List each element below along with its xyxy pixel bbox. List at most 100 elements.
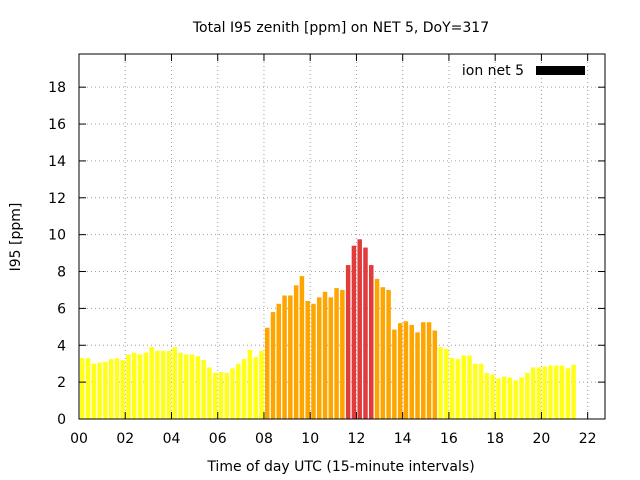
bar <box>293 285 299 419</box>
bar <box>496 378 501 419</box>
y-tick-label: 16 <box>48 117 66 133</box>
chart-title: Total I95 zenith [ppm] on NET 5, DoY=317 <box>192 20 489 36</box>
bar <box>288 295 293 419</box>
bar <box>392 329 397 419</box>
bar <box>189 354 195 419</box>
bar <box>328 297 334 419</box>
bar <box>137 354 143 419</box>
x-tick-label: 10 <box>301 431 319 447</box>
bar <box>369 265 374 419</box>
x-tick-label: 14 <box>394 431 412 447</box>
x-tick-label: 18 <box>486 431 504 447</box>
bar <box>247 349 253 419</box>
bar <box>421 322 426 419</box>
bar <box>172 347 177 419</box>
x-tick-label: 16 <box>440 431 458 447</box>
bar <box>340 289 345 419</box>
y-tick-label: 0 <box>57 412 66 428</box>
bar <box>207 367 212 419</box>
bar <box>311 303 316 419</box>
bar <box>559 365 565 419</box>
y-tick-label: 4 <box>57 338 66 354</box>
bar <box>178 352 183 419</box>
bar <box>467 355 472 419</box>
bar <box>236 363 241 419</box>
bar <box>438 347 443 419</box>
bar <box>415 332 420 419</box>
bar <box>548 365 553 419</box>
bar <box>351 245 357 419</box>
bar <box>571 364 576 419</box>
bars <box>80 239 576 419</box>
bar <box>449 358 455 419</box>
plot-frame <box>78 53 606 420</box>
bar <box>264 327 270 419</box>
bar <box>530 367 536 419</box>
bar <box>149 347 154 419</box>
y-tick-label: 6 <box>57 301 66 317</box>
bar <box>201 360 206 419</box>
bar <box>259 350 264 419</box>
bar <box>542 366 547 419</box>
bar <box>143 352 149 419</box>
bar <box>166 350 172 419</box>
x-axis-label: Time of day UTC (15-minute intervals) <box>206 459 474 475</box>
bar <box>270 312 276 419</box>
x-tick-label: 22 <box>579 431 597 447</box>
ticks <box>78 54 605 420</box>
bar <box>224 372 230 419</box>
bar <box>282 295 287 419</box>
bar <box>536 367 542 419</box>
bar <box>103 361 108 419</box>
bar <box>553 365 559 419</box>
bar <box>241 359 247 419</box>
y-tick-label: 14 <box>48 154 66 170</box>
x-tick-label: 12 <box>348 431 366 447</box>
bar <box>120 360 125 419</box>
bar <box>345 265 351 419</box>
x-tick-label: 06 <box>209 431 227 447</box>
bar <box>484 372 490 419</box>
bar <box>114 358 120 419</box>
bar <box>455 359 461 419</box>
y-axis-label: I95 [ppm] <box>8 203 24 272</box>
bar <box>91 363 97 419</box>
y-tick-label: 18 <box>48 80 66 96</box>
bar <box>432 330 438 419</box>
bar <box>126 354 131 419</box>
bar <box>386 289 391 419</box>
bar <box>155 350 160 419</box>
bar <box>108 359 114 419</box>
bar <box>230 368 235 419</box>
x-tick-label: 00 <box>70 431 88 447</box>
bar <box>403 321 409 419</box>
bar <box>322 291 328 419</box>
bar <box>461 355 467 419</box>
bar <box>85 358 91 419</box>
bar <box>478 363 484 419</box>
bar <box>426 322 432 419</box>
bar <box>132 352 137 419</box>
x-tick-label: 02 <box>116 431 134 447</box>
bar <box>195 356 201 419</box>
bar <box>218 371 224 419</box>
bar <box>160 350 166 419</box>
legend-label: ion net 5 <box>462 63 524 79</box>
bar <box>80 358 85 419</box>
x-tick-label: 20 <box>533 431 551 447</box>
y-tick-label: 2 <box>57 375 66 391</box>
y-tick-label: 10 <box>48 228 66 244</box>
legend-swatch <box>536 66 585 75</box>
grid <box>79 54 605 419</box>
y-tick-label: 8 <box>57 265 66 281</box>
bar <box>501 376 507 419</box>
bar <box>184 354 189 419</box>
bar <box>507 377 513 419</box>
bar <box>316 297 322 419</box>
bar <box>357 239 362 419</box>
y-tick-label: 12 <box>48 191 66 207</box>
bar <box>397 323 403 419</box>
x-tick-label: 04 <box>163 431 181 447</box>
bar <box>334 288 339 419</box>
